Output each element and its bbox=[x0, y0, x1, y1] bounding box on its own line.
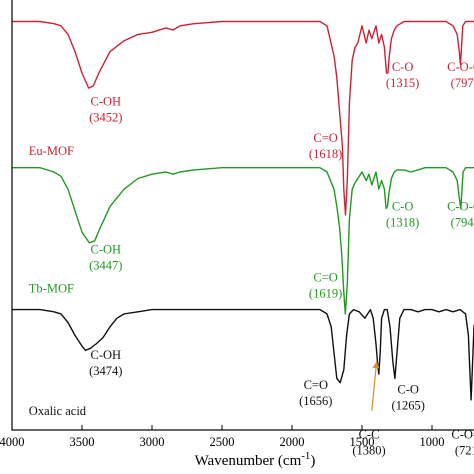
peak-annotation-2: C-O (1315) bbox=[386, 60, 419, 90]
peak-annotation-4: C-OH (3447) bbox=[89, 243, 122, 273]
x-axis-label-main: Wavenumber (cm bbox=[195, 453, 302, 469]
series-line-1 bbox=[12, 166, 474, 315]
plot-area: Eu-MOF Tb-MOF Oxalic acid C-OH (3452) C=O (161… bbox=[12, 20, 474, 458]
annotation-arrow-head bbox=[372, 361, 380, 369]
series-line-0 bbox=[12, 20, 474, 216]
series-label-1: Tb-MOF bbox=[29, 281, 74, 295]
peak-annotation-3: C-O-C(797) bbox=[447, 60, 474, 90]
peak-annotation-0: C-OH (3452) bbox=[89, 94, 122, 124]
x-tick-label-2500: 2500 bbox=[210, 435, 235, 449]
peak-annotation-8: C-OH (3474) bbox=[89, 348, 122, 378]
peak-annotation-5: C=O (1619) bbox=[309, 271, 342, 301]
peak-annotation-9: C=O (1656) bbox=[299, 378, 332, 408]
x-tick-label-1500: 1500 bbox=[350, 435, 375, 449]
x-tick-label-3500: 3500 bbox=[70, 435, 95, 449]
peak-annotation-12: C-O-C(721) bbox=[451, 428, 474, 458]
series-line-2 bbox=[12, 308, 474, 401]
x-tick-label-1000: 1000 bbox=[420, 435, 445, 449]
x-tick-label-2000: 2000 bbox=[280, 435, 305, 449]
peak-annotation-6: C-O (1318) bbox=[386, 200, 419, 230]
x-axis-label-close: ) bbox=[310, 453, 315, 469]
series-label-0: Eu-MOF bbox=[29, 144, 74, 158]
x-axis-label: Wavenumber (cm-1) bbox=[195, 450, 316, 469]
x-axis-label-superscript: -1 bbox=[301, 450, 310, 462]
peak-annotation-10: C-C (1380) bbox=[352, 428, 385, 458]
plot-frame bbox=[11, 0, 474, 431]
x-tick-label-3000: 3000 bbox=[140, 435, 165, 449]
annotation-arrow-shaft bbox=[371, 361, 378, 411]
peak-annotation-7: C-O-C(794) bbox=[447, 200, 474, 230]
peak-annotation-1: C=O (1618) bbox=[309, 131, 342, 161]
peak-annotation-11: C-O (1265) bbox=[392, 382, 425, 412]
x-axis: 4000350030002500200015001000500 bbox=[0, 425, 445, 449]
series-label-2: Oxalic acid bbox=[29, 404, 87, 418]
x-tick-label-4000: 4000 bbox=[0, 435, 25, 449]
